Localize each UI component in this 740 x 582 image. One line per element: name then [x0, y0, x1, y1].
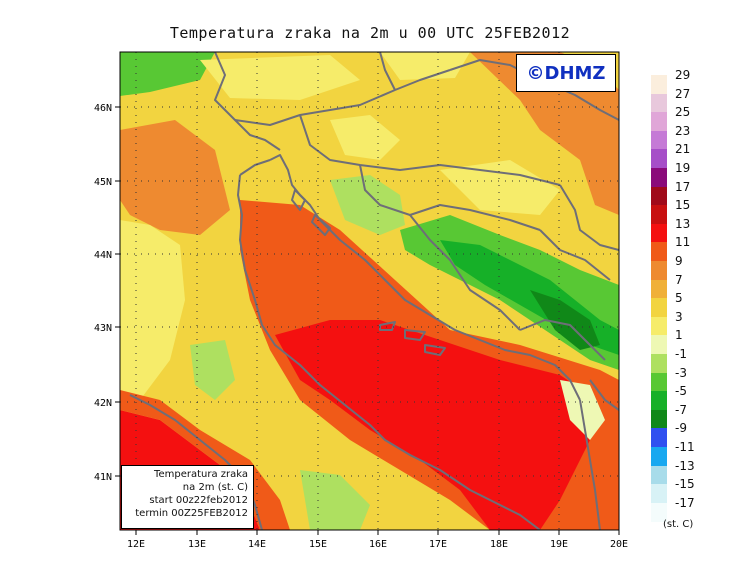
legend-label: 9: [675, 254, 683, 268]
legend-swatch: [651, 223, 667, 243]
legend-label: -7: [675, 402, 687, 417]
info-line-unit: na 2m (st. C): [182, 482, 248, 493]
legend-label: -5: [675, 384, 687, 399]
lon-tick-18e: 18E: [490, 539, 508, 550]
legend-label: 7: [675, 272, 683, 287]
lon-tick-16e: 16E: [369, 539, 387, 550]
legend-swatch: [651, 298, 667, 318]
legend-label: 1: [675, 328, 683, 343]
legend-label: -11: [675, 440, 695, 454]
legend-swatch: [651, 502, 667, 522]
lon-tick-14e: 14E: [248, 539, 266, 550]
map-frame: [119, 51, 620, 531]
dhmz-logo: ©DHMZ: [516, 54, 616, 92]
legend-label: 3: [675, 309, 683, 324]
lon-tick-19e: 19E: [550, 539, 568, 550]
lat-tick-46n: 46N: [94, 103, 112, 114]
legend-label: -3: [675, 365, 687, 380]
legend-swatch: [651, 205, 667, 225]
lat-tick-44n: 44N: [94, 250, 112, 261]
legend-label: 13: [675, 216, 691, 231]
graticule: [120, 52, 619, 530]
legend-label: 23: [675, 123, 691, 138]
legend-label: 29: [675, 68, 691, 82]
lon-tick-20e: 20E: [610, 539, 628, 550]
legend-swatch: [651, 465, 667, 485]
legend-swatch: [651, 279, 667, 299]
legend-swatch: [651, 168, 667, 187]
temperature-field: [120, 52, 619, 530]
lon-tick-17e: 17E: [429, 539, 447, 550]
info-line-start: start 00z22feb2012: [149, 495, 248, 506]
legend-label: 25: [675, 105, 691, 120]
legend-swatch: [651, 261, 667, 280]
legend-label: -1: [675, 347, 687, 361]
legend-label: -15: [675, 477, 695, 492]
lat-tick-43n: 43N: [94, 323, 112, 334]
legend-label: -13: [675, 458, 695, 473]
lat-tick-41n: 41N: [94, 472, 112, 483]
legend-swatch: [651, 391, 667, 411]
legend-swatch: [651, 335, 667, 355]
legend-swatch: [651, 149, 667, 169]
legend-swatch: [651, 447, 667, 466]
legend-label: 27: [675, 86, 691, 101]
legend-swatch: [651, 242, 667, 262]
legend-swatch: [651, 484, 667, 504]
legend-swatch: [651, 93, 667, 113]
legend-swatch: [651, 316, 667, 336]
legend-swatch: [651, 186, 667, 206]
lon-tick-13e: 13E: [188, 539, 206, 550]
info-line-termin: termin 00Z25FEB2012: [135, 508, 248, 519]
map-title: Temperatura zraka na 2m u 00 UTC 25FEB20…: [169, 24, 571, 42]
legend-label: 17: [675, 179, 691, 194]
legend-swatch: [651, 75, 667, 94]
legend-label: -9: [675, 421, 687, 436]
legend-swatch: [651, 354, 667, 373]
legend-swatch: [651, 112, 667, 132]
lat-tick-42n: 42N: [94, 398, 112, 409]
lat-tick-45n: 45N: [94, 177, 112, 188]
legend-label: 15: [675, 198, 691, 213]
lon-tick-15e: 15E: [309, 539, 327, 550]
legend-label: -17: [675, 495, 695, 510]
legend-swatch: [651, 409, 667, 429]
info-box: Temperatura zraka na 2m (st. C) start 00…: [121, 465, 254, 529]
info-line-variable: Temperatura zraka: [154, 469, 248, 480]
legend-label: 11: [675, 235, 691, 250]
legend-label: 21: [675, 142, 691, 157]
lon-tick-12e: 12E: [127, 539, 145, 550]
coastlines-borders: [129, 52, 619, 530]
legend-label: 5: [675, 291, 683, 306]
legend-unit: (st. C): [663, 519, 694, 530]
legend-swatch: [651, 372, 667, 392]
legend-swatch: [651, 428, 667, 448]
legend-swatch: [651, 130, 667, 150]
legend-label: 19: [675, 161, 691, 175]
